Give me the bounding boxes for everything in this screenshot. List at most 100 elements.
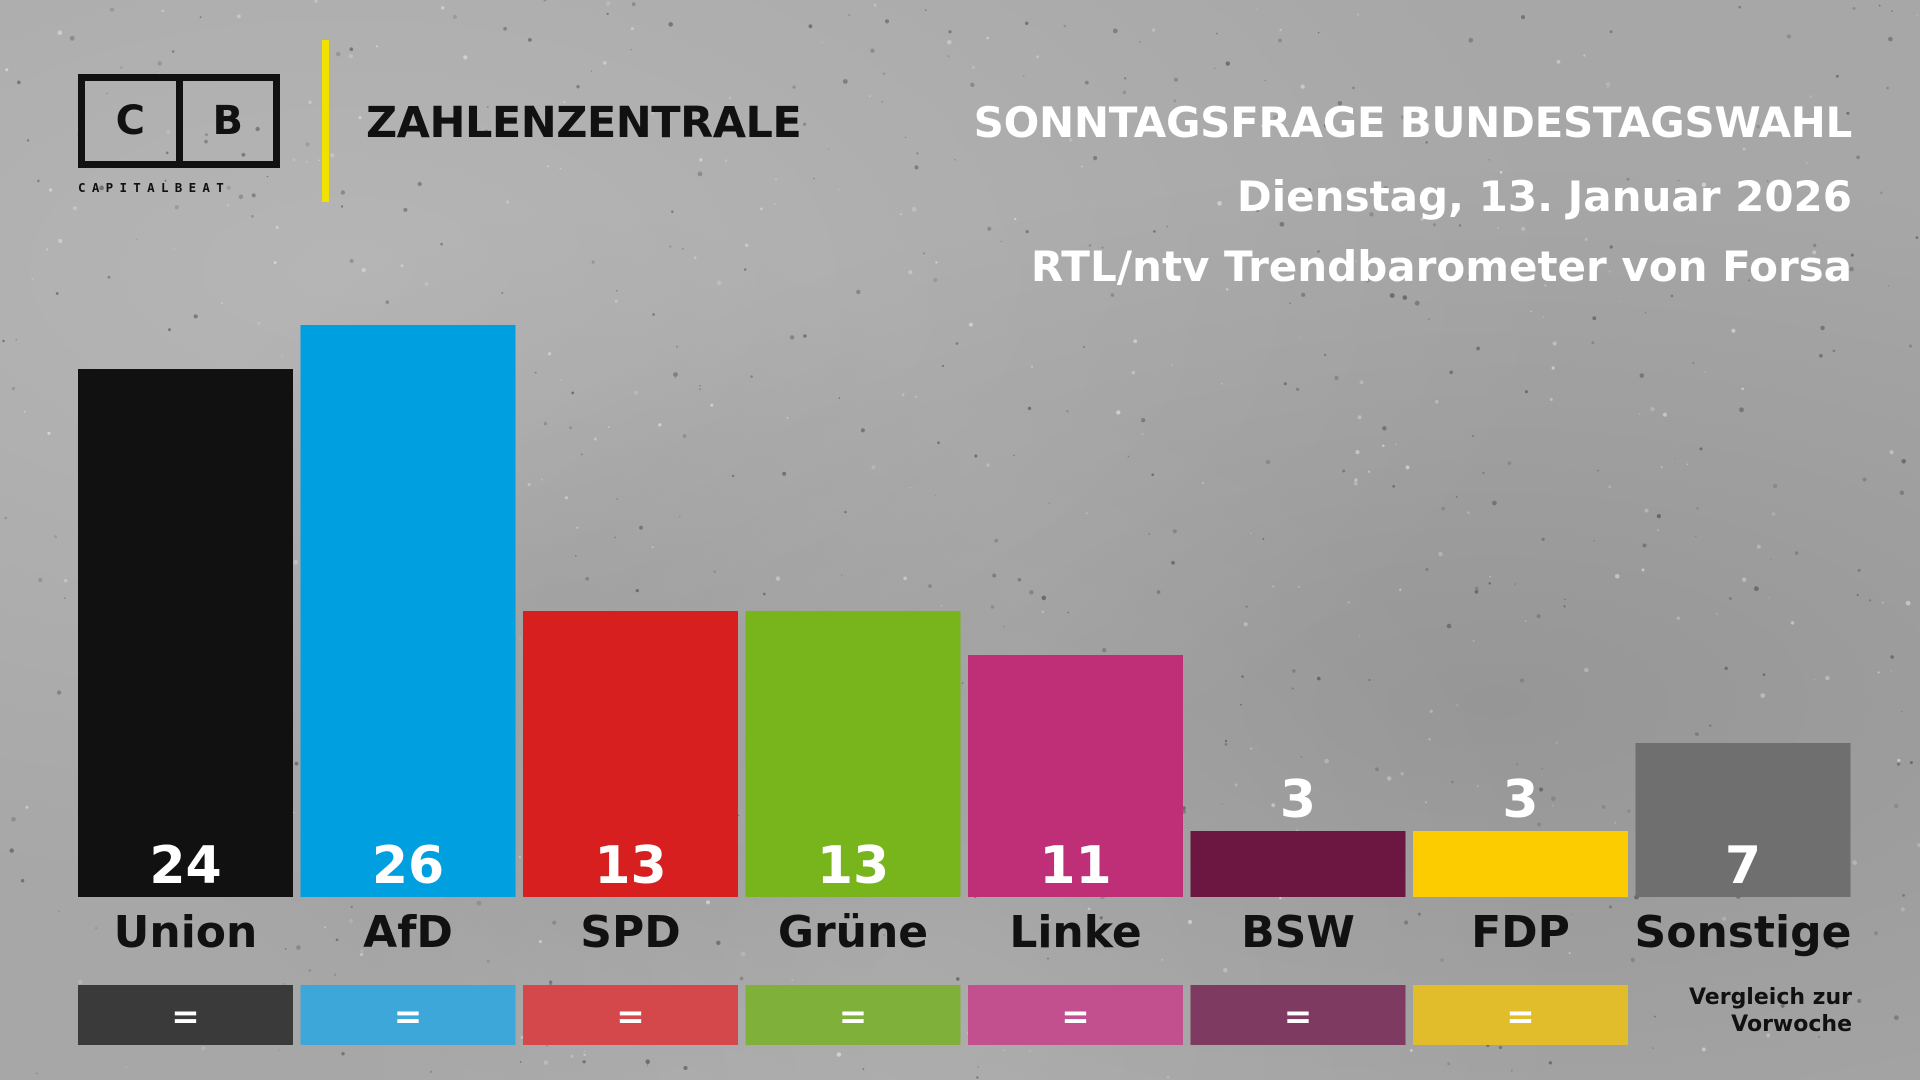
texture-speck xyxy=(1511,1069,1513,1072)
texture-speck xyxy=(361,267,366,273)
texture-speck xyxy=(543,421,548,426)
capitalbeat-logo: C B CAPITALBEAT xyxy=(78,74,280,195)
texture-speck xyxy=(1300,336,1302,338)
texture-speck xyxy=(646,1064,649,1066)
texture-speck xyxy=(429,1070,433,1073)
texture-speck xyxy=(221,302,223,304)
texture-speck xyxy=(575,554,577,557)
texture-speck xyxy=(716,940,721,945)
texture-speck xyxy=(1742,147,1746,151)
texture-speck xyxy=(173,248,175,250)
change-box-fdp xyxy=(1413,985,1628,1045)
texture-speck xyxy=(527,483,531,486)
texture-speck xyxy=(590,70,593,73)
texture-speck xyxy=(1771,512,1776,516)
texture-speck xyxy=(1141,433,1144,436)
texture-speck xyxy=(1514,583,1516,585)
texture-speck xyxy=(1088,244,1092,247)
texture-speck xyxy=(570,1054,574,1058)
texture-speck xyxy=(1301,292,1306,297)
texture-speck xyxy=(193,314,198,319)
texture-speck xyxy=(1817,1035,1821,1038)
texture-speck xyxy=(1217,201,1222,206)
texture-speck xyxy=(1153,230,1156,233)
texture-speck xyxy=(1356,13,1359,16)
texture-speck xyxy=(1536,614,1541,619)
texture-speck xyxy=(171,50,175,53)
texture-speck xyxy=(1368,470,1371,473)
texture-speck xyxy=(905,136,907,138)
texture-speck xyxy=(106,92,109,95)
texture-speck xyxy=(1742,577,1747,582)
texture-speck xyxy=(813,178,815,180)
texture-speck xyxy=(1813,678,1816,681)
texture-speck xyxy=(728,96,732,100)
texture-speck xyxy=(827,148,830,150)
texture-speck xyxy=(1013,454,1015,457)
texture-speck xyxy=(1894,803,1899,809)
texture-speck xyxy=(528,38,532,42)
texture-speck xyxy=(1116,410,1121,415)
texture-speck xyxy=(1456,704,1458,706)
texture-speck xyxy=(986,463,990,467)
texture-speck xyxy=(1241,675,1244,678)
texture-speck xyxy=(791,978,794,981)
change-box-bsw xyxy=(1190,985,1406,1045)
texture-speck xyxy=(1166,1075,1170,1079)
texture-speck xyxy=(1382,426,1387,431)
texture-speck xyxy=(1243,622,1248,627)
texture-speck xyxy=(645,1059,650,1064)
texture-speck xyxy=(1352,86,1355,90)
texture-speck xyxy=(1584,667,1589,673)
texture-speck xyxy=(99,185,104,191)
texture-speck xyxy=(1862,477,1867,482)
texture-speck xyxy=(282,982,285,985)
change-label-fdp: = xyxy=(1506,997,1535,1037)
texture-speck xyxy=(842,79,848,84)
texture-speck xyxy=(340,190,346,195)
texture-speck xyxy=(1093,156,1098,161)
texture-speck xyxy=(1832,349,1836,353)
texture-speck xyxy=(1890,655,1894,659)
texture-speck xyxy=(1584,237,1588,241)
logo-divider xyxy=(175,81,183,161)
texture-speck xyxy=(1435,400,1439,404)
texture-speck xyxy=(1722,916,1727,921)
texture-speck xyxy=(1324,758,1329,764)
texture-speck xyxy=(350,905,353,909)
texture-speck xyxy=(1835,946,1839,950)
texture-speck xyxy=(1255,207,1260,212)
value-label-union: 24 xyxy=(149,836,221,896)
texture-speck xyxy=(107,275,111,279)
texture-speck xyxy=(836,1052,842,1057)
texture-speck xyxy=(1063,24,1066,28)
texture-speck xyxy=(2,339,5,343)
texture-speck xyxy=(26,139,30,142)
texture-speck xyxy=(476,900,482,906)
texture-speck xyxy=(1593,539,1595,542)
texture-speck xyxy=(266,175,269,178)
texture-speck xyxy=(63,579,68,583)
texture-speck xyxy=(72,206,77,211)
texture-speck xyxy=(1414,300,1420,306)
texture-speck xyxy=(883,934,885,936)
texture-speck xyxy=(1029,590,1034,595)
texture-speck xyxy=(1524,620,1527,622)
texture-speck xyxy=(1739,407,1744,413)
texture-speck xyxy=(336,51,341,57)
texture-speck xyxy=(1724,666,1728,671)
texture-speck xyxy=(1354,260,1358,263)
texture-speck xyxy=(417,181,422,187)
texture-speck xyxy=(740,951,746,957)
category-label-spd: SPD xyxy=(580,907,680,958)
texture-speck xyxy=(1202,482,1204,484)
texture-speck xyxy=(165,151,169,155)
texture-speck xyxy=(673,372,678,377)
texture-speck xyxy=(349,259,354,263)
texture-speck xyxy=(650,111,655,115)
change-box-union xyxy=(78,985,293,1045)
texture-speck xyxy=(1551,366,1555,370)
texture-speck xyxy=(1812,250,1817,255)
texture-speck xyxy=(1537,822,1541,827)
texture-speck xyxy=(750,375,753,378)
